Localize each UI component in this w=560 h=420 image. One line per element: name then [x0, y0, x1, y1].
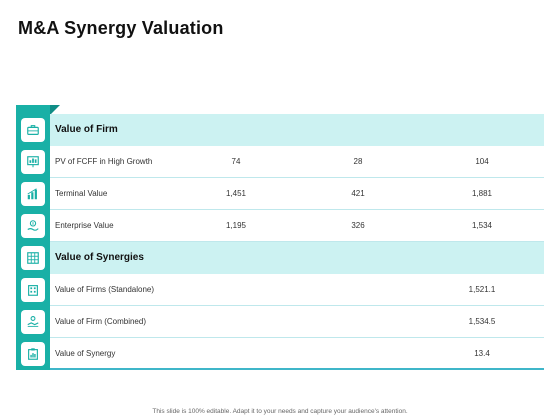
row-label: Value of Firm (Combined): [55, 317, 146, 326]
row-label: PV of FCFF in High Growth: [55, 157, 153, 166]
section-label: Value of Synergies: [55, 252, 144, 263]
section-row: Value of Firm: [50, 114, 544, 146]
footer-note: This slide is 100% editable. Adapt it to…: [152, 408, 408, 415]
table-cell: 1,534.5: [468, 317, 496, 326]
table-row: Value of Synergy 13.4: [50, 338, 544, 370]
section-row: Value of Synergies: [50, 242, 544, 274]
row-label: Terminal Value: [55, 189, 108, 198]
row-label: Value of Firms (Standalone): [55, 285, 155, 294]
table-cell: 28: [353, 157, 363, 166]
table-row: Value of Firm (Combined) 1,534.5: [50, 306, 544, 338]
table-row: Enterprise Value 1,195 326 1,534: [50, 210, 544, 242]
table-cell: 1,521.1: [468, 285, 496, 294]
table-cell: 1,534: [471, 221, 493, 230]
table-cell: 1,881: [471, 189, 493, 198]
table-cell: 104: [475, 157, 489, 166]
page-title: M&A Synergy Valuation: [18, 18, 224, 38]
table-cell: 421: [351, 189, 365, 198]
clipboard-chart-icon: [21, 342, 45, 366]
grid-table-icon: [21, 246, 45, 270]
table-cell: 74: [231, 157, 241, 166]
bar-chart-icon: [21, 182, 45, 206]
table-cell: 326: [351, 221, 365, 230]
sidebar-fold: [50, 105, 60, 115]
building-icon: [21, 278, 45, 302]
valuation-table: Value of Firm PV of FCFF in High Growth 74…: [50, 114, 544, 370]
presentation-board-icon: [21, 150, 45, 174]
hand-dollar-icon: [21, 214, 45, 238]
handshake-icon: [21, 310, 45, 334]
table-row: Value of Firms (Standalone) 1,521.1: [50, 274, 544, 306]
table-cell: 1,451: [225, 189, 247, 198]
row-label: Enterprise Value: [55, 221, 114, 230]
row-label: Value of Synergy: [55, 349, 116, 358]
table-cell: 13.4: [474, 349, 490, 358]
section-label: Value of Firm: [55, 124, 118, 135]
table-cell: 1,195: [225, 221, 247, 230]
table-row: PV of FCFF in High Growth 74 28 104: [50, 146, 544, 178]
briefcase-icon: [21, 118, 45, 142]
table-row: Terminal Value 1,451 421 1,881: [50, 178, 544, 210]
